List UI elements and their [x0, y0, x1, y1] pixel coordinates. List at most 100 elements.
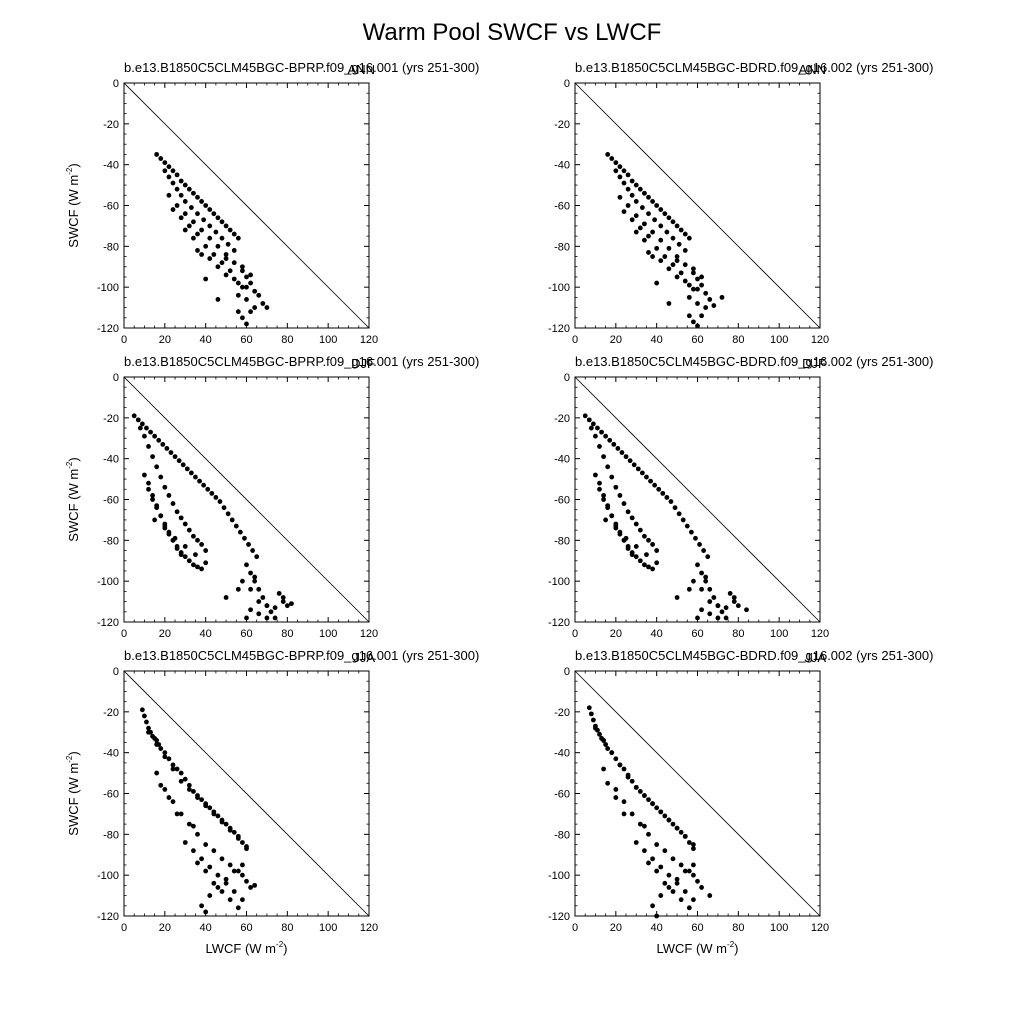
data-point — [666, 266, 672, 272]
data-point — [264, 615, 270, 621]
data-point — [276, 591, 282, 596]
data-point — [666, 215, 672, 221]
data-point — [639, 205, 645, 210]
y-tick-label: 0 — [564, 372, 570, 384]
data-point — [637, 821, 643, 827]
panel-title: b.e13.B1850C5CLM45BGC-BPRP.f09_g16.001 (… — [124, 648, 479, 663]
data-point — [215, 813, 221, 819]
data-point — [723, 615, 729, 621]
data-point — [244, 615, 249, 621]
season-label: DJF — [802, 356, 826, 371]
data-point — [215, 885, 221, 890]
data-point — [666, 301, 672, 306]
y-tick-label: -40 — [554, 160, 570, 172]
data-point — [593, 725, 598, 731]
data-point — [644, 552, 649, 558]
x-tick-label: 100 — [319, 922, 337, 934]
data-point — [670, 889, 676, 894]
scatter-panel-middle-left: b.e13.B1850C5CLM45BGC-BPRP.f09_g16.001 (… — [65, 354, 479, 640]
data-point — [207, 805, 213, 811]
data-point — [203, 560, 209, 566]
data-point — [597, 486, 602, 492]
y-tick-label: -20 — [103, 413, 119, 425]
data-point — [613, 795, 619, 800]
y-tick-label: -120 — [97, 323, 119, 335]
data-point — [158, 474, 164, 480]
data-point — [233, 523, 239, 529]
data-point — [148, 429, 153, 435]
data-point — [164, 446, 170, 451]
y-tick-label: -120 — [548, 323, 570, 335]
data-point — [680, 517, 686, 523]
data-point — [650, 856, 655, 862]
scatter-points — [605, 152, 725, 329]
data-point — [646, 831, 651, 837]
data-point — [260, 301, 266, 306]
data-point — [674, 223, 680, 229]
data-point — [605, 152, 611, 157]
data-point — [599, 429, 604, 435]
data-point — [603, 742, 609, 747]
data-point — [248, 586, 253, 592]
data-point — [617, 531, 623, 537]
x-tick-label: 120 — [360, 628, 378, 640]
data-point — [666, 872, 672, 878]
data-point — [215, 215, 221, 221]
data-point — [229, 517, 235, 523]
x-tick-label: 0 — [572, 922, 578, 934]
data-point — [162, 484, 168, 490]
data-point — [637, 558, 643, 564]
data-point — [209, 490, 215, 496]
data-point — [244, 321, 249, 327]
data-point — [199, 252, 204, 257]
data-point — [146, 486, 151, 492]
data-point — [280, 599, 286, 604]
data-point — [223, 821, 229, 827]
data-point — [735, 603, 741, 609]
data-point — [180, 462, 186, 468]
data-point — [601, 493, 606, 498]
data-point — [213, 495, 219, 500]
season-label: JJA — [804, 650, 826, 665]
data-point — [650, 801, 655, 807]
data-point — [699, 885, 704, 890]
data-point — [254, 554, 260, 560]
data-point — [231, 260, 237, 266]
data-point — [188, 470, 194, 476]
data-point — [211, 848, 217, 854]
data-point — [697, 542, 702, 547]
data-point — [158, 782, 164, 788]
data-point — [617, 493, 623, 498]
data-point — [676, 241, 682, 247]
data-point — [662, 254, 668, 259]
y-axis-label: SWCF (W m-2) — [65, 457, 81, 541]
data-point — [731, 599, 737, 604]
y-tick-label: -20 — [554, 413, 570, 425]
data-point — [162, 754, 168, 760]
data-point — [666, 245, 672, 251]
data-point — [686, 905, 692, 911]
x-tick-label: 80 — [732, 628, 744, 640]
data-point — [166, 795, 172, 800]
data-point — [174, 766, 180, 772]
data-point — [619, 450, 625, 455]
figure-title: Warm Pool SWCF vs LWCF — [363, 19, 662, 46]
panel-title: b.e13.B1850C5CLM45BGC-BDRD.f09_g16.002 (… — [575, 354, 933, 369]
scatter-panel-top-right: b.e13.B1850C5CLM45BGC-BDRD.f09_g16.002 (… — [548, 60, 933, 346]
x-tick-label: 60 — [240, 628, 252, 640]
data-point — [650, 903, 655, 909]
data-point — [272, 615, 278, 621]
data-point — [195, 194, 200, 200]
data-point — [597, 444, 602, 449]
data-point — [158, 156, 164, 161]
data-point — [235, 235, 241, 241]
data-point — [597, 731, 602, 737]
data-point — [146, 444, 151, 449]
data-point — [672, 505, 678, 511]
panel-title: b.e13.B1850C5CLM45BGC-BPRP.f09_g16.001 (… — [124, 60, 479, 75]
x-tick-label: 0 — [121, 628, 127, 640]
data-point — [178, 192, 184, 198]
data-point — [252, 578, 258, 584]
data-point — [211, 811, 217, 817]
